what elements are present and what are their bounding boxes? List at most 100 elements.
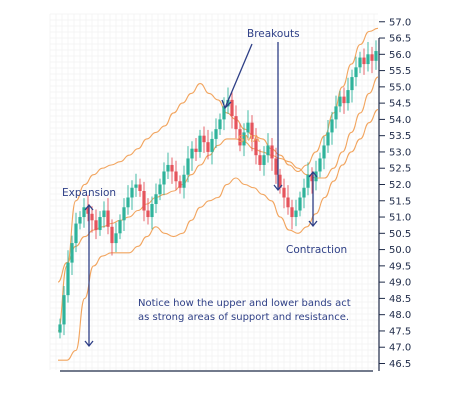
y-tick-label: 48.0 bbox=[389, 310, 411, 321]
candle bbox=[350, 69, 354, 103]
breakout-arrow-left-shaft bbox=[224, 43, 253, 109]
candle bbox=[290, 199, 294, 230]
candle-body bbox=[158, 184, 162, 195]
candle-body bbox=[206, 142, 210, 152]
candle-body bbox=[138, 184, 142, 191]
candle-body bbox=[82, 207, 86, 218]
candle-body bbox=[190, 148, 194, 159]
breakout-arrow-left-head bbox=[221, 99, 232, 110]
y-tick-label: 53.0 bbox=[389, 147, 411, 158]
candle bbox=[58, 318, 62, 339]
candle-body bbox=[266, 145, 270, 156]
candle bbox=[142, 181, 146, 222]
candle bbox=[338, 90, 342, 113]
sma-line bbox=[57, 76, 379, 283]
candle bbox=[246, 110, 250, 140]
candle bbox=[322, 136, 326, 170]
candle-body bbox=[238, 129, 242, 146]
candle-body bbox=[166, 164, 170, 172]
candle bbox=[294, 199, 298, 227]
candle bbox=[130, 180, 134, 210]
candle-body bbox=[234, 116, 238, 130]
candle bbox=[270, 137, 274, 171]
y-tick-label: 57.0 bbox=[389, 17, 411, 28]
candle-body bbox=[174, 171, 178, 182]
y-tick-label: 55.0 bbox=[389, 82, 411, 93]
candle-body bbox=[210, 138, 214, 152]
candle-body bbox=[350, 77, 354, 91]
y-tick-label: 51.5 bbox=[389, 196, 411, 207]
candle-body bbox=[98, 217, 102, 231]
candle bbox=[194, 137, 198, 162]
candle-body bbox=[306, 174, 310, 188]
candle bbox=[134, 173, 138, 197]
candle bbox=[310, 167, 314, 194]
y-tick-label: 47.5 bbox=[389, 326, 411, 337]
candle bbox=[346, 77, 350, 111]
sma-label: SMA bbox=[238, 134, 260, 145]
candle-body bbox=[134, 184, 138, 188]
candle bbox=[222, 97, 226, 131]
candle bbox=[370, 46, 374, 74]
y-tick-label: 47.0 bbox=[389, 343, 411, 354]
candle-body bbox=[178, 181, 182, 188]
lower-band-line bbox=[57, 109, 379, 361]
y-tick-label: 55.5 bbox=[389, 66, 411, 77]
candle bbox=[302, 178, 306, 209]
candle bbox=[286, 185, 290, 215]
expansion-arrow-head-up bbox=[84, 203, 94, 211]
candle bbox=[122, 198, 126, 232]
y-tick-label: 46.5 bbox=[389, 359, 411, 370]
candle-body bbox=[282, 187, 286, 198]
candle-body bbox=[162, 171, 166, 185]
candle-body bbox=[142, 191, 146, 211]
candle bbox=[198, 129, 202, 158]
y-tick-label: 52.0 bbox=[389, 180, 411, 191]
candle-body bbox=[74, 223, 78, 244]
candle-body bbox=[294, 210, 298, 218]
candle-body bbox=[334, 106, 338, 120]
candle-body bbox=[326, 132, 330, 146]
candle-body bbox=[246, 122, 250, 133]
candle-body bbox=[286, 197, 290, 208]
candle-body bbox=[242, 132, 246, 146]
candle bbox=[254, 128, 258, 165]
candle bbox=[94, 209, 98, 240]
candle bbox=[62, 286, 66, 336]
candle bbox=[238, 123, 242, 152]
candle bbox=[86, 194, 90, 222]
candle bbox=[170, 157, 174, 184]
candle-body bbox=[90, 213, 94, 221]
candle bbox=[278, 168, 282, 194]
contraction-label: Contraction bbox=[286, 244, 347, 256]
candle-body bbox=[374, 51, 378, 61]
candles bbox=[58, 40, 378, 339]
candle bbox=[158, 178, 162, 201]
candle bbox=[126, 185, 130, 215]
candle-body bbox=[154, 194, 158, 205]
y-tick-label: 53.5 bbox=[389, 131, 411, 142]
candle-body bbox=[290, 207, 294, 218]
candle-body bbox=[126, 197, 130, 208]
candle bbox=[118, 214, 122, 240]
candle-body bbox=[310, 174, 314, 182]
candle-body bbox=[330, 119, 334, 133]
y-tick-label: 51.0 bbox=[389, 213, 411, 224]
arrows bbox=[84, 42, 318, 348]
candle-body bbox=[366, 54, 370, 65]
candle-body bbox=[122, 207, 126, 221]
candle bbox=[110, 219, 114, 256]
candle-body bbox=[130, 187, 134, 198]
candle-body bbox=[94, 220, 98, 231]
candle bbox=[218, 113, 222, 136]
contraction-arrow-head-up bbox=[308, 170, 318, 178]
candle-body bbox=[198, 135, 202, 152]
candle-body bbox=[298, 197, 302, 211]
candle-body bbox=[110, 226, 114, 244]
candle-body bbox=[102, 210, 106, 218]
y-tick-label: 50.0 bbox=[389, 245, 411, 256]
candle-body bbox=[214, 129, 218, 139]
candle bbox=[342, 87, 346, 114]
candle bbox=[98, 211, 102, 236]
